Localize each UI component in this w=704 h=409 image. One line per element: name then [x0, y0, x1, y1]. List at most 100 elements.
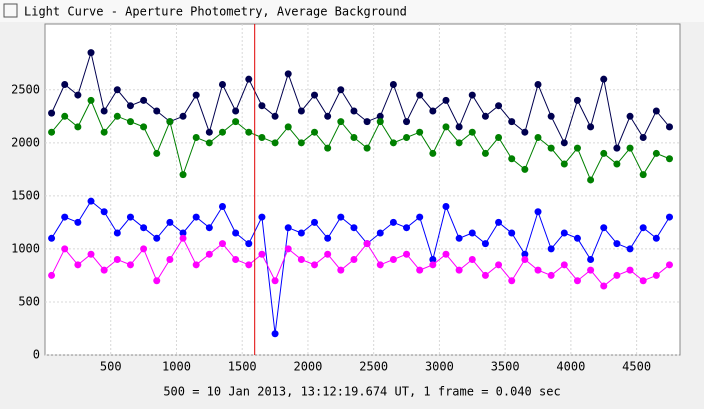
- data-point: [179, 112, 187, 120]
- data-point: [468, 229, 476, 237]
- data-point: [258, 213, 266, 221]
- data-point: [311, 91, 319, 99]
- data-point: [547, 271, 555, 279]
- data-point: [284, 224, 292, 232]
- data-point: [337, 266, 345, 274]
- data-point: [652, 271, 660, 279]
- data-point: [113, 229, 121, 237]
- data-point: [153, 149, 161, 157]
- data-point: [468, 91, 476, 99]
- data-point: [429, 149, 437, 157]
- data-point: [481, 112, 489, 120]
- data-point: [442, 123, 450, 131]
- data-point: [140, 96, 148, 104]
- data-point: [573, 234, 581, 242]
- data-point: [126, 213, 134, 221]
- data-point: [48, 271, 56, 279]
- data-point: [455, 234, 463, 242]
- data-point: [48, 109, 56, 117]
- data-point: [74, 91, 82, 99]
- data-point: [166, 218, 174, 226]
- data-point: [48, 128, 56, 136]
- data-point: [126, 102, 134, 110]
- data-point: [521, 128, 529, 136]
- data-point: [665, 213, 673, 221]
- data-point: [74, 261, 82, 269]
- data-point: [297, 256, 305, 264]
- data-point: [652, 234, 660, 242]
- data-point: [376, 118, 384, 126]
- y-tick-label: 2000: [11, 135, 40, 149]
- data-point: [665, 123, 673, 131]
- data-point: [100, 208, 108, 216]
- data-point: [573, 277, 581, 285]
- y-tick-label: 2500: [11, 82, 40, 96]
- data-point: [284, 70, 292, 78]
- data-point: [363, 118, 371, 126]
- data-point: [600, 282, 608, 290]
- data-point: [113, 86, 121, 94]
- data-point: [481, 271, 489, 279]
- data-point: [481, 149, 489, 157]
- data-point: [376, 112, 384, 120]
- x-axis-label: 500 = 10 Jan 2013, 13:12:19.674 UT, 1 fr…: [163, 385, 560, 399]
- data-point: [61, 112, 69, 120]
- data-point: [232, 229, 240, 237]
- data-point: [245, 128, 253, 136]
- data-point: [403, 224, 411, 232]
- data-point: [258, 250, 266, 258]
- data-point: [179, 229, 187, 237]
- data-point: [350, 256, 358, 264]
- data-point: [613, 144, 621, 152]
- data-point: [455, 139, 463, 147]
- data-point: [508, 229, 516, 237]
- data-point: [218, 240, 226, 248]
- data-point: [389, 139, 397, 147]
- data-point: [442, 250, 450, 258]
- data-point: [245, 75, 253, 83]
- data-point: [639, 134, 647, 142]
- data-point: [389, 218, 397, 226]
- data-point: [153, 107, 161, 115]
- data-point: [652, 107, 660, 115]
- data-point: [113, 256, 121, 264]
- data-point: [100, 128, 108, 136]
- data-point: [61, 213, 69, 221]
- data-point: [626, 112, 634, 120]
- data-point: [403, 134, 411, 142]
- data-point: [74, 218, 82, 226]
- x-tick-label: 500: [100, 360, 122, 374]
- data-point: [297, 107, 305, 115]
- data-point: [324, 234, 332, 242]
- x-tick-label: 3500: [491, 360, 520, 374]
- data-point: [258, 134, 266, 142]
- data-point: [179, 171, 187, 179]
- data-point: [600, 224, 608, 232]
- data-point: [100, 107, 108, 115]
- data-point: [508, 155, 516, 163]
- data-point: [284, 123, 292, 131]
- data-point: [573, 96, 581, 104]
- data-point: [192, 213, 200, 221]
- data-point: [626, 144, 634, 152]
- data-point: [337, 213, 345, 221]
- data-point: [74, 123, 82, 131]
- plot-area: [44, 23, 681, 356]
- data-point: [521, 165, 529, 173]
- data-point: [389, 256, 397, 264]
- y-tick-label: 500: [18, 294, 40, 308]
- data-point: [639, 277, 647, 285]
- data-point: [192, 261, 200, 269]
- data-point: [495, 218, 503, 226]
- title-bar: [0, 0, 704, 22]
- data-point: [61, 80, 69, 88]
- data-point: [350, 224, 358, 232]
- data-point: [192, 91, 200, 99]
- data-point: [126, 118, 134, 126]
- data-point: [495, 261, 503, 269]
- data-point: [140, 224, 148, 232]
- data-point: [350, 134, 358, 142]
- chart-title: Light Curve - Aperture Photometry, Avera…: [24, 5, 407, 19]
- data-point: [508, 118, 516, 126]
